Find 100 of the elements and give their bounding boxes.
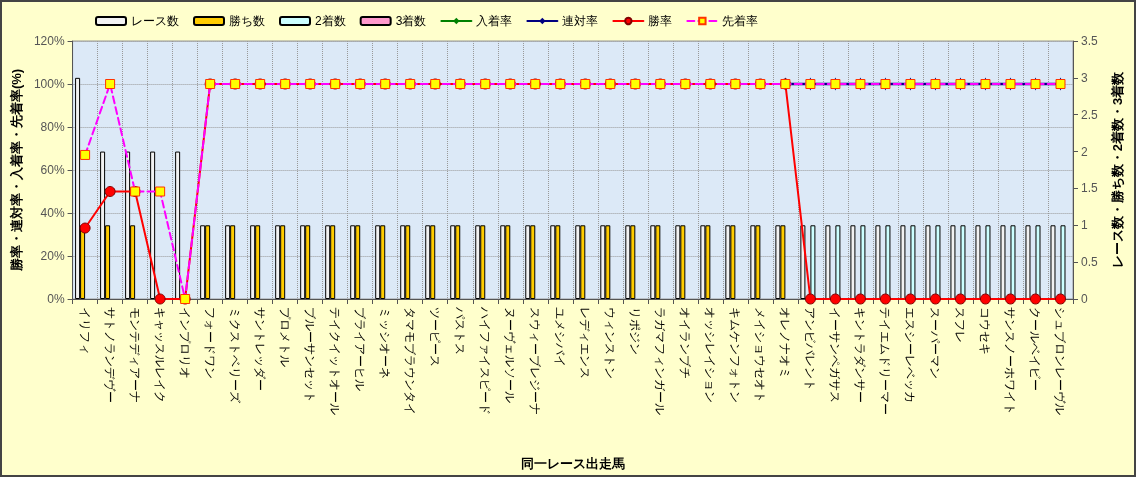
x-tick-label: コウセキ bbox=[978, 307, 993, 355]
x-tick-label: イーサンペガサス bbox=[828, 307, 843, 403]
bar bbox=[150, 151, 156, 299]
x-tick-label: キムケンフォトン bbox=[728, 307, 743, 403]
y-tick-label: 120% bbox=[33, 34, 65, 48]
x-tick-label: ミッシオーネ bbox=[378, 307, 393, 379]
point bbox=[954, 293, 966, 305]
x-tick-label: フォードワン bbox=[203, 307, 218, 379]
point bbox=[879, 293, 891, 305]
x-tick-label: シュブロンレーヴル bbox=[1053, 307, 1068, 415]
bar bbox=[960, 225, 966, 299]
x-tick-label: ブライアーヒル bbox=[353, 307, 368, 391]
bar bbox=[925, 225, 931, 299]
y-tick-label: 80% bbox=[40, 120, 65, 134]
legend-label: 連対率 bbox=[562, 14, 599, 28]
bar bbox=[850, 225, 856, 299]
x-tick-label: オイランブチ bbox=[678, 307, 693, 379]
y2-tick-label: 3 bbox=[1081, 70, 1088, 85]
y-tick-label: 100% bbox=[33, 77, 65, 91]
x-tick-label: メイショウセオト bbox=[753, 307, 768, 403]
legend-label: 3着数 bbox=[395, 14, 427, 28]
point bbox=[929, 293, 941, 305]
y2-tick-label: 3.5 bbox=[1081, 34, 1099, 48]
bar bbox=[625, 225, 631, 299]
bar bbox=[575, 225, 581, 299]
bar bbox=[200, 225, 206, 299]
x-tick-label: サントレッダー bbox=[253, 307, 268, 391]
bar bbox=[425, 225, 431, 299]
bar bbox=[1060, 225, 1066, 299]
bar bbox=[400, 225, 406, 299]
x-tick-label: ブルーサンセット bbox=[303, 307, 318, 403]
bar bbox=[550, 225, 556, 299]
bar bbox=[985, 225, 991, 299]
x-tick-label: インプロリオ bbox=[178, 307, 193, 379]
x-tick-label: ハイファイスピード bbox=[478, 306, 493, 415]
bar bbox=[1010, 225, 1016, 299]
y-tick-label: 0% bbox=[47, 292, 65, 306]
y-tick-label: 60% bbox=[40, 163, 65, 177]
legend-label: レース数 bbox=[131, 14, 179, 28]
bar bbox=[225, 225, 231, 299]
point bbox=[79, 222, 91, 234]
x-tick-label: クールベイビー bbox=[1028, 307, 1043, 391]
x-tick-label: スーパーマン bbox=[928, 307, 943, 379]
bar bbox=[100, 151, 106, 299]
y2-tick-label: 1 bbox=[1081, 218, 1088, 233]
bar bbox=[675, 225, 681, 299]
point bbox=[804, 293, 816, 305]
point bbox=[829, 293, 841, 305]
x-tick-label: イリフィ bbox=[78, 307, 93, 355]
bar bbox=[810, 225, 816, 299]
point bbox=[104, 186, 116, 197]
bar bbox=[250, 225, 256, 299]
y-tick-label: 20% bbox=[40, 249, 65, 263]
bar bbox=[75, 77, 81, 299]
bar bbox=[650, 225, 656, 299]
x-tick-label: ミクストベリーズ bbox=[228, 307, 243, 404]
x-tick-label: サンスノーホワイト bbox=[1003, 307, 1018, 415]
point bbox=[904, 293, 916, 305]
bar bbox=[375, 225, 381, 299]
bar bbox=[300, 225, 306, 299]
bar bbox=[900, 225, 906, 299]
x-tick-label: スウィーブレジーナ bbox=[528, 307, 543, 415]
bar bbox=[125, 151, 131, 299]
x-tick-label: ラガマフィンガール bbox=[653, 307, 668, 415]
x-tick-label: テイクイットオール bbox=[328, 307, 343, 415]
point bbox=[1055, 293, 1066, 305]
bar bbox=[1000, 225, 1006, 299]
x-tick-label: レディエンス bbox=[578, 307, 593, 379]
x-tick-label: キントラダンサー bbox=[853, 307, 868, 403]
bar bbox=[600, 225, 606, 299]
bar bbox=[1035, 225, 1041, 299]
legend-label: 先着率 bbox=[722, 14, 759, 28]
x-tick-label: ヌーヴェルソール bbox=[503, 307, 518, 403]
y-axis-title: 勝率・連対率・入着率・先着率(%) bbox=[9, 68, 24, 273]
y2-tick-label: 0 bbox=[1081, 292, 1088, 306]
x-tick-label: リポジン bbox=[628, 307, 643, 355]
y-tick-label: 40% bbox=[40, 206, 65, 220]
legend-label: 2着数 bbox=[315, 14, 346, 28]
x-tick-label: ウィンストン bbox=[603, 307, 618, 379]
bar bbox=[875, 225, 881, 299]
x-tick-label: ユメシバイ bbox=[553, 307, 568, 367]
bar bbox=[175, 151, 181, 299]
x-tick-label: モンテディアーナ bbox=[128, 307, 143, 403]
bar bbox=[275, 225, 281, 299]
bar bbox=[825, 225, 831, 299]
bar bbox=[885, 225, 891, 299]
x-tick-label: プロメトル bbox=[278, 307, 293, 367]
point bbox=[1029, 293, 1041, 305]
x-tick-label: アンビバレント bbox=[803, 307, 818, 391]
bar bbox=[475, 225, 481, 299]
bar bbox=[935, 225, 941, 299]
point bbox=[154, 293, 166, 305]
x-tick-label: スフレ bbox=[953, 307, 968, 343]
x-tick-label: サトノランデヴー bbox=[103, 307, 118, 403]
bar bbox=[500, 225, 506, 299]
point bbox=[854, 293, 866, 305]
x-tick-label: エスシーレベッカ bbox=[903, 307, 918, 403]
x-tick-label: オッシレイション bbox=[703, 307, 718, 403]
x-axis-title: 同一レース出走馬 bbox=[520, 456, 625, 471]
bar bbox=[325, 225, 331, 299]
